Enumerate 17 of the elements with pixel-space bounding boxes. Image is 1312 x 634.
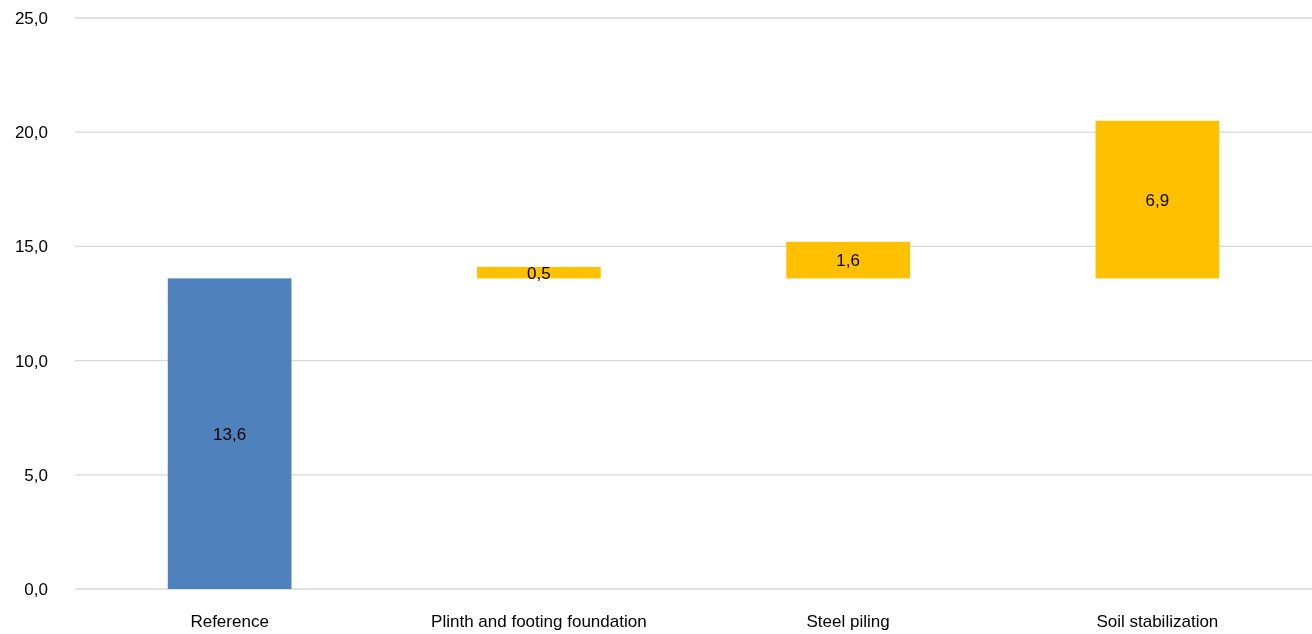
data-label: 1,6	[836, 251, 860, 271]
y-tick-label: 20,0	[14, 123, 48, 143]
y-tick-label: 0,0	[24, 580, 48, 599]
y-tick-label: 25,0	[14, 9, 48, 28]
y-tick-label: 15,0	[14, 237, 48, 257]
y-tick-label: 10,0	[14, 351, 48, 371]
x-tick-label: Reference	[190, 612, 269, 631]
data-label: 13,6	[213, 424, 247, 444]
x-tick-label: Soil stabilization	[1096, 612, 1219, 631]
x-tick-label: Steel piling	[806, 612, 890, 631]
x-tick-label: Plinth and footing foundation	[431, 612, 647, 631]
bar	[786, 241, 910, 279]
data-label: 0,5	[527, 263, 551, 283]
bar	[167, 278, 292, 589]
y-tick-label: 5,0	[24, 465, 48, 485]
data-label: 6,9	[1145, 190, 1170, 210]
bar	[1095, 120, 1220, 279]
